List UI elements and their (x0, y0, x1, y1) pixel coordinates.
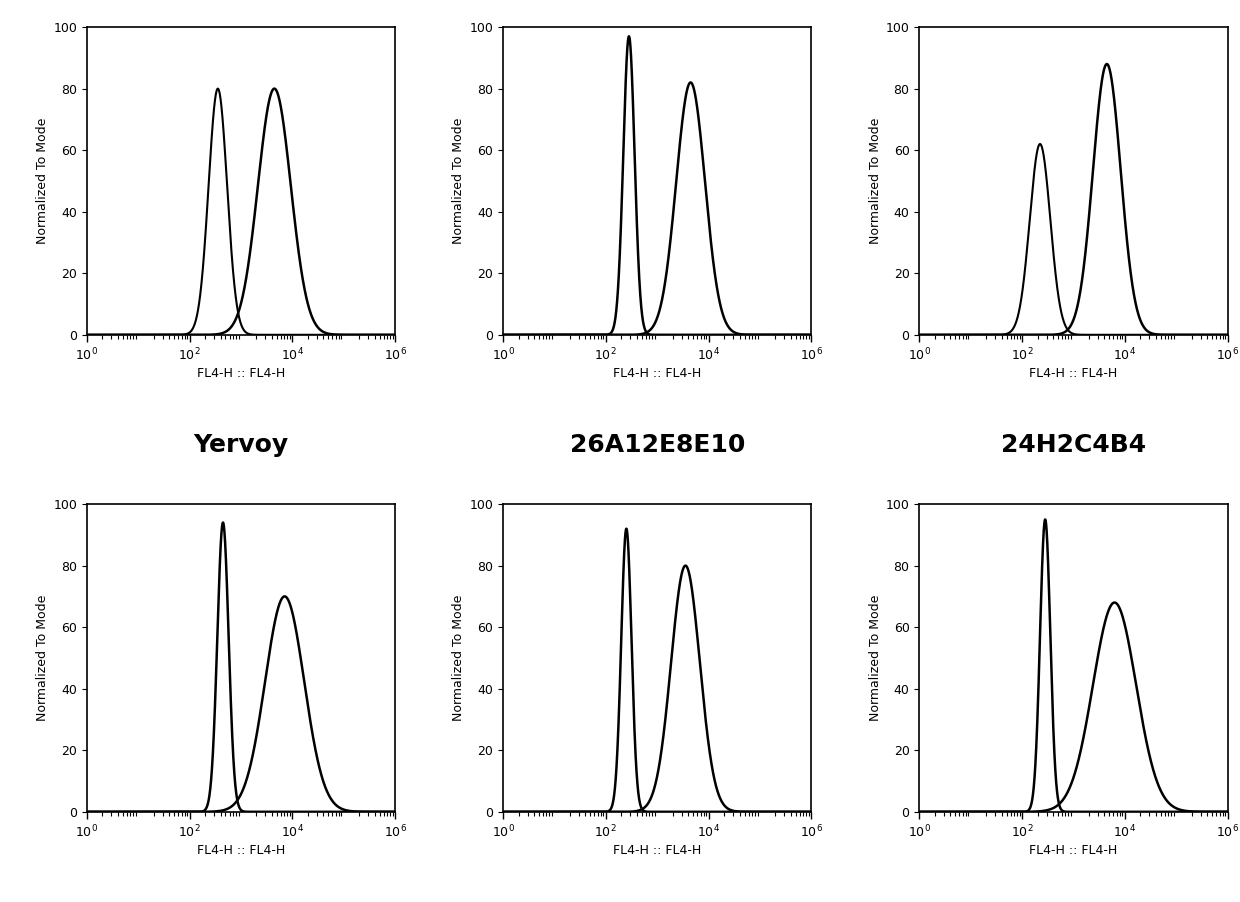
X-axis label: FL4-H :: FL4-H: FL4-H :: FL4-H (1029, 367, 1117, 381)
Text: 24H2C4B4: 24H2C4B4 (1001, 433, 1146, 457)
X-axis label: FL4-H :: FL4-H: FL4-H :: FL4-H (197, 844, 285, 858)
Y-axis label: Normalized To Mode: Normalized To Mode (868, 594, 882, 721)
X-axis label: FL4-H :: FL4-H: FL4-H :: FL4-H (1029, 844, 1117, 858)
Text: Yervoy: Yervoy (193, 433, 289, 457)
Y-axis label: Normalized To Mode: Normalized To Mode (868, 118, 882, 244)
Y-axis label: Normalized To Mode: Normalized To Mode (453, 594, 465, 721)
X-axis label: FL4-H :: FL4-H: FL4-H :: FL4-H (613, 844, 702, 858)
Y-axis label: Normalized To Mode: Normalized To Mode (36, 118, 50, 244)
X-axis label: FL4-H :: FL4-H: FL4-H :: FL4-H (197, 367, 285, 381)
X-axis label: FL4-H :: FL4-H: FL4-H :: FL4-H (613, 367, 702, 381)
Y-axis label: Normalized To Mode: Normalized To Mode (453, 118, 465, 244)
Y-axis label: Normalized To Mode: Normalized To Mode (36, 594, 50, 721)
Text: 26A12E8E10: 26A12E8E10 (569, 433, 745, 457)
